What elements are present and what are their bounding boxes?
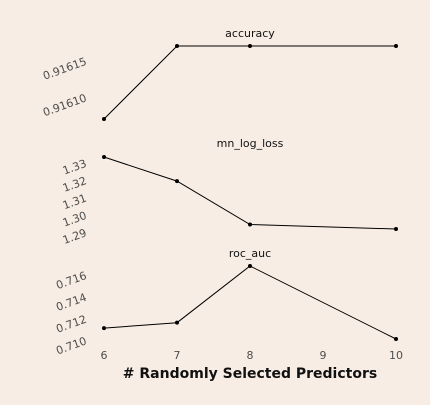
x-tick-label: 7 <box>174 349 181 362</box>
panel-title: accuracy <box>225 27 275 40</box>
data-point <box>175 320 179 325</box>
data-point <box>102 117 106 121</box>
data-point <box>394 227 398 231</box>
panel-title: mn_log_loss <box>217 137 284 150</box>
y-tick-label: 0.716 <box>54 269 88 292</box>
panels-layer: accuracy 0.91610 0.91615 mn_log_loss1.291.3… <box>41 27 398 357</box>
y-tick-label: 0.710 <box>54 334 88 357</box>
data-point <box>102 155 106 159</box>
data-point <box>248 264 252 268</box>
x-tick-label: 9 <box>320 349 327 362</box>
x-tick-label: 10 <box>389 349 403 362</box>
y-tick-label: 0.712 <box>54 313 88 336</box>
data-point <box>175 179 179 184</box>
data-point <box>102 326 106 331</box>
series-line-accuracy <box>103 45 396 120</box>
x-tick-label: 8 <box>247 349 254 362</box>
data-point <box>248 44 252 48</box>
panel-title: roc_auc <box>229 247 271 260</box>
data-point <box>175 44 179 48</box>
y-tick-label: 0.91615 <box>41 55 88 83</box>
data-point <box>394 337 398 341</box>
panel-accuracy: accuracy 0.91610 0.91615 <box>41 27 398 121</box>
series-line-mn_log_loss <box>103 156 397 230</box>
y-tick-label: 0.714 <box>54 291 88 314</box>
series-line-roc_auc <box>103 265 397 340</box>
y-tick-label: 0.91610 <box>41 91 88 119</box>
x-tick-label: 6 <box>101 349 108 362</box>
x-axis-title: # Randomly Selected Predictors <box>123 366 377 382</box>
data-point <box>248 222 252 227</box>
x-axis-layer: 6 7 8 9 10 <box>101 349 404 362</box>
data-point <box>394 44 398 48</box>
y-tick-label: 1.33 <box>61 157 88 178</box>
